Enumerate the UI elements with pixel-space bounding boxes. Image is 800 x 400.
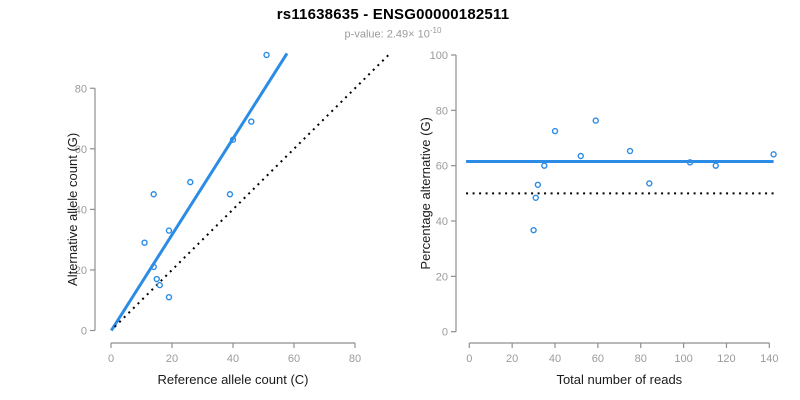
y-tick-label: 40 <box>436 216 448 228</box>
x-tick-label: 120 <box>717 353 735 365</box>
data-point <box>187 178 194 186</box>
x-tick-label: 80 <box>635 353 647 365</box>
y-axis-label: Alternative allele count (G) <box>65 133 80 286</box>
data-point <box>150 263 157 271</box>
data-point <box>592 117 599 124</box>
x-tick-label: 60 <box>592 353 604 365</box>
x-tick-label: 20 <box>506 353 518 365</box>
allele-counts-plot: 0 20 40 60 80 0 20 40 60 80 Reference allele count… <box>65 51 390 387</box>
data-point <box>263 51 270 59</box>
x-tick-label: 20 <box>166 353 178 365</box>
y-tick-label: 60 <box>436 161 448 173</box>
y-tick-label: 60 <box>75 144 87 156</box>
data-point <box>626 147 634 155</box>
data-point <box>141 239 148 246</box>
fit-line <box>110 52 289 332</box>
y-tick-label: 80 <box>75 83 87 95</box>
data-point <box>541 162 548 169</box>
data-point <box>712 162 719 169</box>
data-point <box>532 194 539 201</box>
x-tick-label: 0 <box>108 353 114 365</box>
p-value-exponent: -10 <box>429 26 442 35</box>
data-point <box>551 127 559 135</box>
percentage-alternative-plot: 0 20 40 60 80 100 0 20 40 60 80 100 120 140 Total numb… <box>418 50 778 387</box>
x-tick-label: 40 <box>227 353 239 365</box>
plot-title: rs11638635 - ENSG00000182511 <box>276 6 510 23</box>
data-point <box>534 181 542 188</box>
identity-line <box>113 54 390 328</box>
data-point <box>165 293 173 301</box>
data-point <box>156 281 164 289</box>
x-tick-label: 80 <box>349 353 361 365</box>
y-tick-label: 80 <box>436 105 448 117</box>
x-tick-label: 40 <box>549 353 561 365</box>
data-point <box>150 191 157 198</box>
y-tick-label: 20 <box>75 265 87 277</box>
data-point <box>226 191 234 198</box>
x-tick-label: 140 <box>760 353 778 365</box>
y-tick-label: 40 <box>75 204 87 216</box>
data-point <box>153 275 160 283</box>
x-axis-label: Total number of reads <box>556 372 682 387</box>
data-point <box>165 227 173 234</box>
x-tick-label: 60 <box>288 353 300 365</box>
p-value-text: p-value: 2.49× 10 <box>344 28 430 41</box>
y-tick-label: 100 <box>430 50 448 62</box>
data-point <box>229 136 237 143</box>
x-axis-label: Reference allele count (C) <box>157 372 308 387</box>
data-point <box>248 118 255 125</box>
x-tick-label: 0 <box>466 353 472 365</box>
y-tick-label: 0 <box>442 327 448 339</box>
data-point <box>577 152 584 160</box>
data-point <box>686 159 694 166</box>
x-tick-label: 100 <box>674 353 692 365</box>
data-point <box>646 180 653 187</box>
data-point <box>530 226 537 234</box>
y-tick-label: 0 <box>81 326 87 338</box>
y-tick-label: 20 <box>436 271 448 283</box>
p-value-subtitle: p-value: 2.49× 10-10 <box>0 26 786 41</box>
y-axis-label: Percentage alternative (G) <box>418 117 433 269</box>
data-point <box>770 151 777 158</box>
